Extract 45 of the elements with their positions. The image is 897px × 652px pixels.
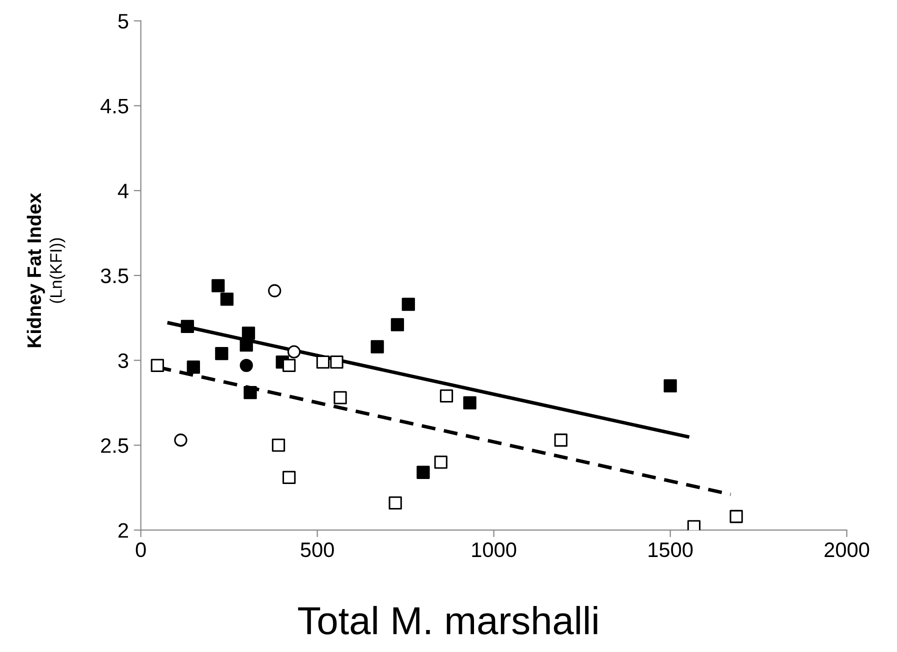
point <box>687 520 701 530</box>
point <box>388 496 402 510</box>
y-tick-label: 2.5 <box>101 438 128 453</box>
point <box>287 345 301 358</box>
point <box>440 389 454 403</box>
point <box>370 340 384 354</box>
x-tick-label: 2000 <box>824 542 870 558</box>
y-tick-label: 4 <box>118 184 128 198</box>
point <box>240 338 253 352</box>
point <box>463 396 476 410</box>
point <box>268 284 282 298</box>
point <box>282 358 296 372</box>
y-tick-label: 4.5 <box>100 98 128 114</box>
x-axis-title: Total M. marshalli <box>298 606 598 635</box>
y-axis-title: Kidney Fat Index (Ln(KFI)) <box>26 192 66 348</box>
point <box>240 358 253 372</box>
x-tick-label: 0 <box>136 542 146 558</box>
point <box>664 379 677 392</box>
y-tick-label: 2 <box>118 523 128 538</box>
x-tick-label: 1000 <box>472 542 516 558</box>
point <box>334 391 347 404</box>
y-tick-label: 5 <box>118 14 128 29</box>
point <box>316 355 330 369</box>
point <box>186 360 200 374</box>
point <box>282 470 296 484</box>
y-tick-label: 3 <box>118 353 128 368</box>
point <box>180 320 194 333</box>
x-tick-label: 500 <box>300 542 334 558</box>
point <box>402 298 415 311</box>
point <box>220 292 234 306</box>
x-tick-label: 1500 <box>648 542 693 558</box>
point <box>554 434 568 447</box>
point <box>174 434 188 447</box>
point <box>434 456 448 469</box>
point <box>330 355 344 369</box>
point <box>272 438 286 452</box>
point <box>390 318 404 332</box>
point <box>242 326 256 340</box>
point <box>215 346 228 360</box>
point <box>150 358 164 372</box>
point <box>212 279 225 292</box>
point <box>244 386 257 400</box>
point <box>730 510 743 524</box>
point <box>416 466 430 479</box>
y-tick-label: 3.5 <box>100 268 128 284</box>
